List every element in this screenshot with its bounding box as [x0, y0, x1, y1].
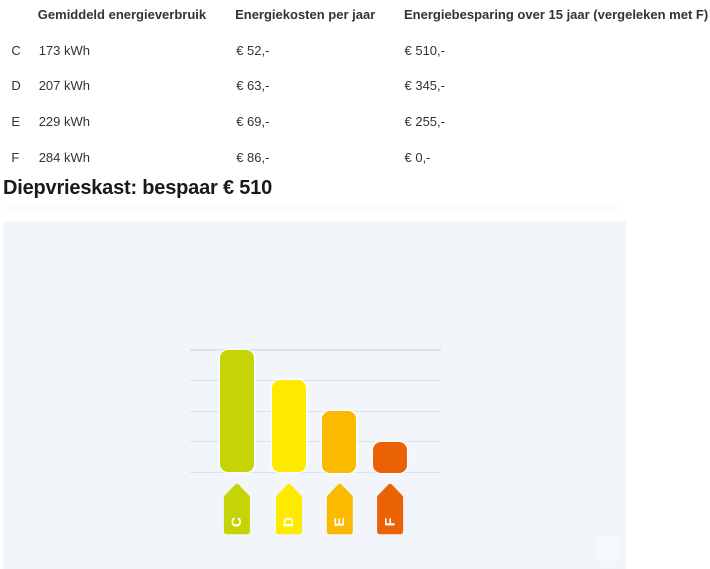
svg-text:D: D — [280, 517, 296, 527]
svg-text:C: C — [228, 517, 244, 527]
svg-text:F: F — [381, 517, 397, 526]
svg-text:E: E — [331, 517, 347, 526]
